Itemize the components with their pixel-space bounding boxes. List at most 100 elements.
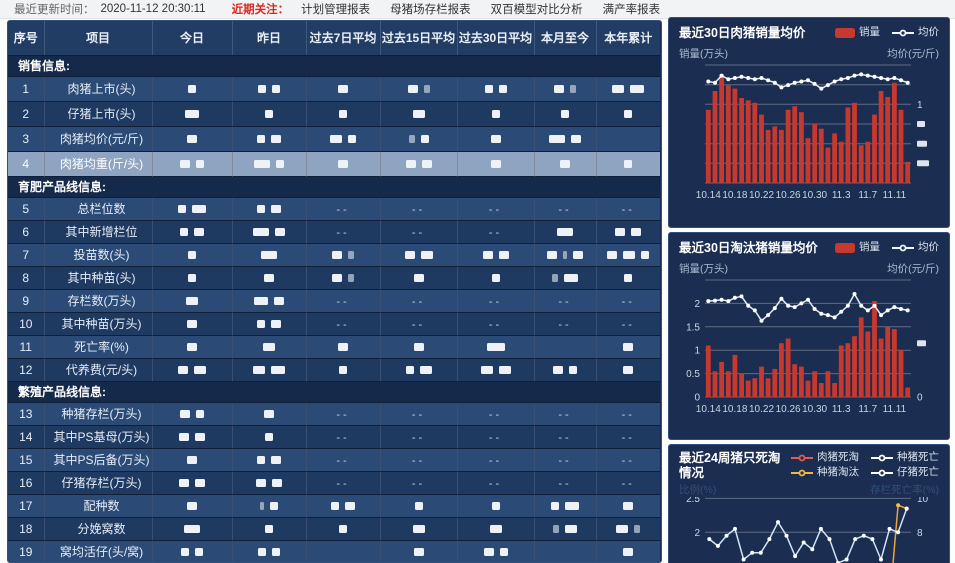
table-row[interactable]: 4 肉猪均重(斤/头) [8, 151, 660, 177]
svg-text:0.5: 0.5 [686, 369, 700, 380]
legend-item[interactable]: 销量 [835, 26, 880, 39]
redaction-chip [185, 110, 199, 119]
value-cell-redacted [232, 101, 307, 127]
redaction-chip [553, 366, 563, 375]
value-cell-redacted [596, 358, 660, 382]
row-seq: 1 [8, 76, 45, 102]
redaction-chip [272, 548, 280, 557]
table-row[interactable]: 18 分娩窝数 [8, 517, 660, 541]
redaction-chip [339, 525, 347, 534]
row-seq: 8 [8, 266, 45, 290]
value-cell-redacted [232, 540, 307, 562]
column-header: 本年累计 [596, 21, 660, 56]
redaction-chip [338, 85, 348, 94]
value-cell-redacted: -- [306, 448, 381, 472]
table-row[interactable]: 1 肉猪上市(头) [8, 76, 660, 102]
redaction-chip [261, 251, 277, 260]
value-cell-redacted [534, 266, 597, 290]
table-row[interactable]: 14 其中PS基母(万头) -- -- -- -- -- [8, 425, 660, 449]
empty-value-dashes: -- [411, 477, 426, 490]
value-cell-redacted [152, 448, 233, 472]
empty-value-dashes: -- [558, 431, 572, 444]
value-cell-redacted [232, 289, 307, 313]
table-row[interactable]: 9 存栏数(万头) -- -- -- -- -- [8, 289, 660, 313]
svg-text:2: 2 [694, 299, 700, 310]
empty-value-dashes: -- [558, 295, 572, 308]
value-cell-redacted [232, 197, 307, 221]
redaction-chip [179, 479, 189, 488]
legend-item[interactable]: 销量 [835, 241, 880, 254]
empty-value-dashes: -- [336, 203, 350, 216]
value-cell-redacted [232, 126, 307, 152]
value-cell-redacted [457, 358, 535, 382]
value-cell-redacted [457, 126, 535, 152]
table-row[interactable]: 8 其中种苗(头) [8, 266, 660, 290]
table-row[interactable]: 16 仔猪存栏(万头) -- -- -- -- -- [8, 471, 660, 495]
report-link[interactable]: 母猪场存栏报表 [390, 4, 471, 16]
redaction-chip [258, 85, 266, 94]
value-cell-redacted [534, 151, 597, 177]
value-cell-redacted [306, 243, 381, 267]
row-seq: 19 [8, 540, 45, 562]
right-axis-title: 存栏死亡率(%) [870, 484, 939, 496]
row-seq: 9 [8, 289, 45, 313]
value-cell-redacted [457, 266, 535, 290]
value-cell-redacted [596, 101, 660, 127]
chart-title: 最近30日淘汰猪销量均价 [679, 241, 818, 255]
empty-value-dashes: -- [411, 431, 426, 444]
value-cell-redacted [534, 126, 597, 152]
legend-item[interactable]: 均价 [892, 26, 939, 39]
report-link[interactable]: 计划管理报表 [301, 4, 371, 16]
table-row[interactable]: 12 代养费(元/头) [8, 358, 660, 382]
redaction-chip [270, 502, 278, 511]
redaction-chip [407, 85, 418, 94]
redaction-chip [484, 85, 493, 94]
table-row[interactable]: 2 仔猪上市(头) [8, 101, 660, 127]
table-row[interactable]: 11 死亡率(%) [8, 335, 660, 359]
value-cell-redacted [380, 517, 458, 541]
redaction-chip [254, 160, 270, 169]
legend-item[interactable]: 种猪淘汰 [791, 466, 859, 479]
value-cell-redacted [534, 540, 597, 562]
legend-item[interactable]: 肉猪死淘 [791, 451, 859, 464]
table-row[interactable]: 19 窝均活仔(头/窝) [8, 540, 660, 562]
value-cell-redacted [306, 335, 381, 359]
row-seq: 3 [8, 126, 45, 152]
value-cell-redacted: -- [380, 289, 458, 313]
section-label: 销售信息: [8, 55, 660, 77]
table-row[interactable]: 3 肉猪均价(元/斤) [8, 126, 660, 152]
redaction-chip [551, 502, 559, 511]
table-row[interactable]: 15 其中PS后备(万头) -- -- -- -- -- [8, 448, 660, 472]
table-row[interactable]: 7 投苗数(头) [8, 243, 660, 267]
legend-line-swatch [871, 469, 893, 476]
svg-text:1.5: 1.5 [686, 562, 700, 563]
empty-value-dashes: -- [558, 454, 572, 467]
value-cell-redacted [152, 517, 233, 541]
value-cell-redacted [152, 425, 233, 449]
redaction-chip [257, 135, 265, 144]
redaction-chip [348, 274, 354, 283]
value-cell-redacted [596, 151, 660, 177]
redaction-chip [180, 410, 190, 419]
legend-label: 种猪死亡 [897, 451, 939, 463]
redaction-chip [180, 160, 190, 169]
legend-item[interactable]: 均价 [892, 241, 939, 254]
table-row[interactable]: 5 总栏位数 -- -- -- -- -- [8, 197, 660, 221]
redaction-chip [557, 228, 573, 237]
legend-item[interactable]: 种猪死亡 [871, 451, 939, 464]
chart-panel-weekly-death: 最近24周猪只死淘情况 肉猪死淘 种猪死亡 种猪淘汰 仔猪死亡 比例(%) 存栏死亡率(%)… [668, 444, 950, 563]
table-row[interactable]: 6 其中新增栏位 -- -- -- [8, 220, 660, 244]
table-row[interactable]: 10 其中种苗(万头) -- -- -- -- -- [8, 312, 660, 336]
legend-item[interactable]: 仔猪死亡 [871, 466, 939, 479]
redaction-chip [275, 228, 285, 237]
value-cell-redacted: -- [380, 220, 458, 244]
svg-text:10.14: 10.14 [696, 404, 721, 415]
table-row[interactable]: 13 种猪存栏(万头) -- -- -- -- -- [8, 402, 660, 426]
report-link[interactable]: 双百模型对比分析 [490, 4, 583, 16]
redaction-chip [569, 366, 577, 375]
empty-value-dashes: -- [336, 318, 350, 331]
redaction-chip [607, 251, 618, 260]
table-row[interactable]: 17 配种数 [8, 494, 660, 518]
report-link[interactable]: 满产率报表 [602, 4, 661, 16]
value-cell-redacted [380, 151, 458, 177]
